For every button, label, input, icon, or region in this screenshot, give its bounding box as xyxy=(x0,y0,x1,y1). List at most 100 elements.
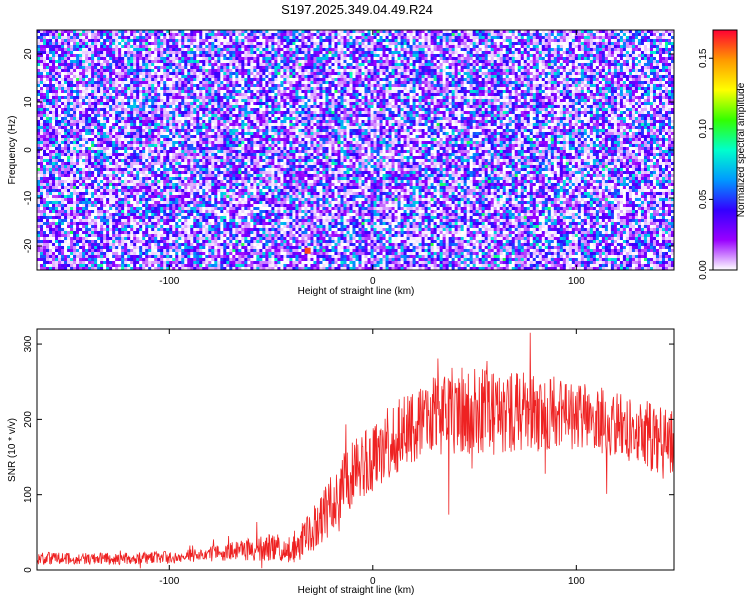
spectrogram-cell xyxy=(544,75,549,79)
spectrogram-cell xyxy=(505,66,510,70)
spectrogram-cell xyxy=(643,96,648,100)
spectrogram-cell xyxy=(184,72,188,76)
spectrogram-cell xyxy=(601,69,606,73)
spectrogram-cell xyxy=(373,33,377,37)
spectrogram-cell xyxy=(529,69,534,73)
spectrogram-cell xyxy=(559,66,564,70)
spectrogram-cell xyxy=(154,69,158,73)
spectrogram-cell xyxy=(100,45,104,49)
spectrogram-cell xyxy=(358,39,362,43)
spectrogram-cell xyxy=(235,45,239,49)
spectrogram-cell xyxy=(376,54,380,58)
spectrogram-cell xyxy=(337,57,341,61)
spectrogram-cell xyxy=(517,78,522,82)
spectrogram-cell xyxy=(379,54,383,58)
spectrogram-cell xyxy=(574,87,579,91)
spectrogram-cell xyxy=(451,51,456,55)
spectrogram-cell xyxy=(280,30,284,34)
spectrogram-cell xyxy=(289,93,293,97)
spectrogram-cell xyxy=(130,87,134,91)
spectrogram-cell xyxy=(46,36,50,40)
spectrogram-cell xyxy=(649,30,654,34)
spectrogram-cell xyxy=(91,75,95,79)
spectrogram-cell xyxy=(529,90,534,94)
spectrogram-cell xyxy=(637,45,642,49)
spectrogram-cell xyxy=(667,36,672,40)
spectrogram-cell xyxy=(97,93,101,97)
spectrogram-cell xyxy=(538,90,543,94)
spectrogram-cell xyxy=(241,66,245,70)
spectrogram-cell xyxy=(463,66,468,70)
spectrogram-cell xyxy=(355,54,359,58)
spectrogram-cell xyxy=(523,78,528,82)
spectrogram-cell xyxy=(655,81,660,85)
spectrogram-cell xyxy=(604,45,609,49)
spectrogram-cell xyxy=(484,78,489,82)
spectrogram-cell xyxy=(130,45,134,49)
spectrogram-cell xyxy=(301,63,305,67)
spectrogram-cell xyxy=(427,45,432,49)
spectrogram-cell xyxy=(559,87,564,91)
spectrogram-cell xyxy=(592,90,597,94)
spectrogram-cell xyxy=(457,42,462,46)
spectrogram-cell xyxy=(280,36,284,40)
spectrogram-cell xyxy=(619,42,624,46)
spectrogram-cell xyxy=(514,66,519,70)
spectrogram-cell xyxy=(124,78,128,82)
spectrogram-cell xyxy=(367,51,371,55)
spectrogram-cell xyxy=(163,69,167,73)
spectrogram-cell xyxy=(70,99,74,103)
spectrogram-cell xyxy=(409,39,413,43)
spectrogram-cell xyxy=(541,93,546,97)
spectrogram-cell xyxy=(265,39,269,43)
spectrogram-cell xyxy=(316,78,320,82)
spectrogram-cell xyxy=(238,42,242,46)
spectrogram-cell xyxy=(430,63,435,67)
spectrogram-cell xyxy=(565,69,570,73)
spectrogram-cell xyxy=(562,39,567,43)
spectrogram-cell xyxy=(671,51,675,55)
spectrogram-cell xyxy=(133,48,137,52)
spectrogram-cell xyxy=(640,78,645,82)
spectrogram-cell xyxy=(625,69,630,73)
spectrogram-cell xyxy=(454,51,459,55)
spectrogram-cell xyxy=(196,84,200,88)
spectrogram-cell xyxy=(373,78,377,82)
spectrogram-cell xyxy=(280,96,284,100)
spectrogram-cell xyxy=(535,45,540,49)
spectrogram-cell xyxy=(412,81,416,85)
spectrogram-cell xyxy=(367,99,371,103)
spectrogram-cell xyxy=(493,69,498,73)
spectrogram-cell xyxy=(166,36,170,40)
spectrogram-cell xyxy=(310,48,314,52)
spectrogram-cell xyxy=(109,93,113,97)
spectrogram-cell xyxy=(97,48,101,52)
spectrogram-cell xyxy=(256,63,260,67)
spectrogram-cell xyxy=(613,39,618,43)
spectrogram-cell xyxy=(109,66,113,70)
spectrogram-cell xyxy=(397,96,401,100)
spectrogram-cell xyxy=(424,30,429,34)
spectrogram-cell xyxy=(169,93,173,97)
spectrogram-cell xyxy=(610,33,615,37)
spectrogram-cell xyxy=(466,75,471,79)
spectrogram-cell xyxy=(370,63,374,67)
spectrogram-cell xyxy=(163,33,167,37)
spectrogram-cell xyxy=(613,54,618,58)
spectrogram-cell xyxy=(616,33,621,37)
spectrogram-cell xyxy=(106,90,110,94)
spectrogram-cell xyxy=(460,42,465,46)
spectrogram-cell xyxy=(499,48,504,52)
spectrogram-cell xyxy=(286,84,290,88)
spectrogram-cell xyxy=(583,42,588,46)
spectrogram-cell xyxy=(502,60,507,64)
spectrogram-cell xyxy=(535,96,540,100)
spectrogram-cell xyxy=(193,42,197,46)
spectrogram-cell xyxy=(319,45,323,49)
spectrogram-cell xyxy=(391,93,395,97)
spectrogram-cell xyxy=(655,33,660,37)
spectrogram-cell xyxy=(163,99,167,103)
spectrogram-cell xyxy=(190,84,194,88)
spectrogram-cell xyxy=(247,99,251,103)
spectrogram-cell xyxy=(592,54,597,58)
